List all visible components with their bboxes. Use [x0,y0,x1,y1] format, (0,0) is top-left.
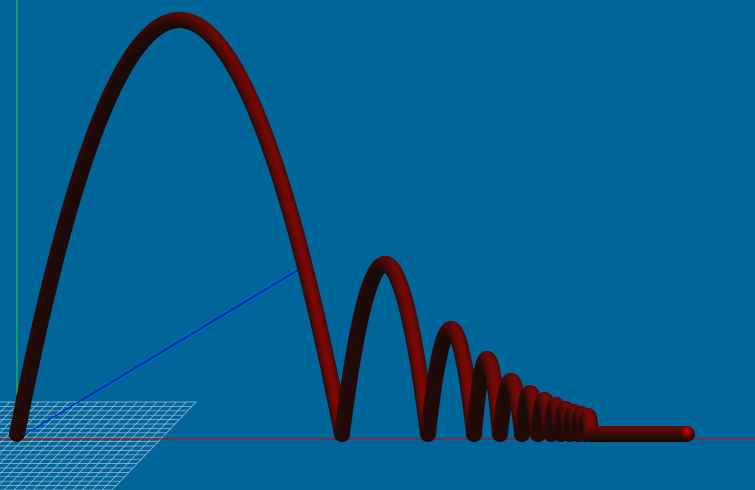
grid-line [52,401,138,490]
grid-line [43,401,128,490]
grid-line [0,401,20,424]
grid-line [62,401,148,490]
grid-line [72,401,158,490]
ball-sphere [679,426,695,442]
grid-line [101,401,187,490]
grid-line [33,401,118,490]
grid-line [111,401,197,490]
grid-line [92,401,177,490]
ball-trajectory [9,12,695,442]
grid-line [23,401,109,490]
grid-line [13,401,99,490]
z-axis-line [16,263,309,440]
grid-line [82,401,167,490]
